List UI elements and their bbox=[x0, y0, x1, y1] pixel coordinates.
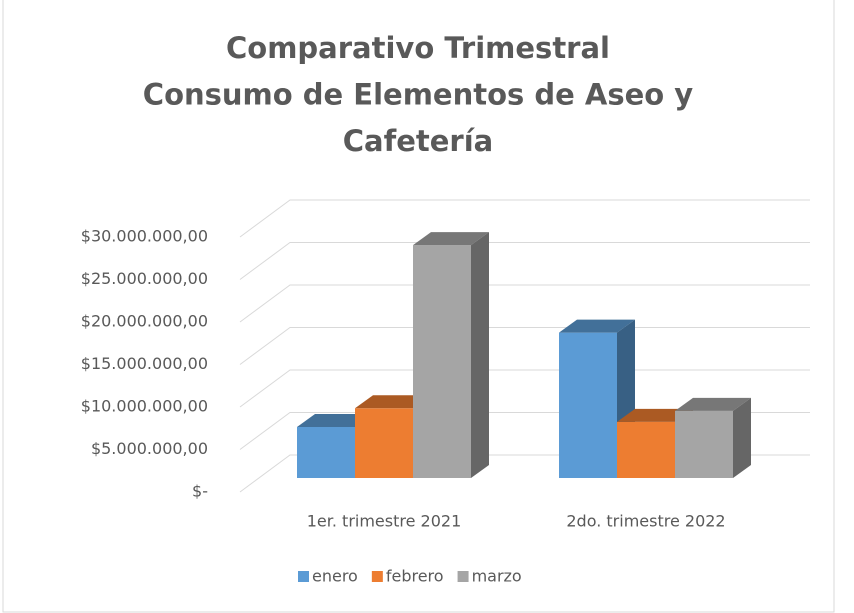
bar-front bbox=[355, 408, 413, 478]
grid-line bbox=[239, 284, 810, 323]
legend-swatch bbox=[371, 571, 383, 582]
y-tick-label: $- bbox=[192, 482, 208, 501]
grid-line bbox=[239, 242, 810, 280]
bar-top bbox=[675, 397, 751, 411]
grid-line bbox=[239, 327, 810, 365]
x-tick-label: 2do. trimestre 2022 bbox=[566, 512, 725, 531]
bar-top bbox=[559, 319, 635, 333]
legend-swatch bbox=[298, 571, 309, 582]
y-tick-label: $15.000.000,00 bbox=[81, 354, 208, 373]
bar bbox=[675, 397, 751, 478]
bar-front bbox=[675, 410, 733, 478]
chart-title: Comparativo Trimestral bbox=[226, 31, 610, 65]
bar-front bbox=[413, 245, 471, 478]
bar-top bbox=[297, 414, 373, 427]
legend-label: enero bbox=[312, 567, 358, 586]
grid-line bbox=[239, 199, 810, 238]
bar bbox=[559, 319, 635, 478]
bar bbox=[413, 232, 489, 478]
bar-top bbox=[413, 232, 489, 246]
bar-side bbox=[471, 232, 489, 478]
bar-front bbox=[297, 427, 355, 478]
bar-front bbox=[617, 421, 675, 478]
chart-title: Consumo de Elementos de Aseo y bbox=[143, 78, 694, 112]
y-tick-label: $20.000.000,00 bbox=[81, 312, 208, 331]
y-tick-label: $5.000.000,00 bbox=[91, 439, 208, 458]
legend-label: marzo bbox=[472, 567, 522, 586]
x-tick-label: 1er. trimestre 2021 bbox=[307, 512, 462, 531]
chart-title: Cafetería bbox=[343, 124, 493, 158]
bar-top bbox=[355, 395, 431, 409]
bar-front bbox=[559, 332, 617, 478]
legend-label: febrero bbox=[386, 567, 444, 586]
y-tick-label: $10.000.000,00 bbox=[81, 397, 208, 416]
y-tick-label: $30.000.000,00 bbox=[81, 227, 208, 246]
y-tick-label: $25.000.000,00 bbox=[81, 269, 208, 288]
grid-line bbox=[239, 369, 810, 408]
bar-side bbox=[733, 397, 751, 478]
bar-top bbox=[617, 408, 693, 422]
legend-swatch bbox=[457, 571, 469, 582]
